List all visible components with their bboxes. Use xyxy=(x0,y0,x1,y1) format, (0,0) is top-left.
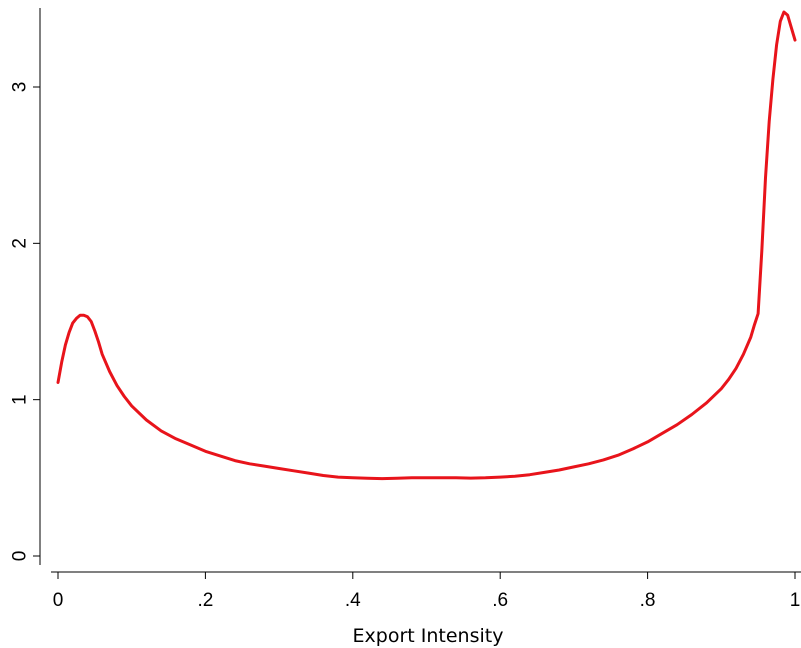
x-tick-label: .4 xyxy=(345,590,361,611)
y-tick-label: 2 xyxy=(10,238,31,249)
y-axis-ticks: 0 1 2 3 xyxy=(10,82,40,562)
x-tick-label: .2 xyxy=(197,590,213,611)
x-axis-title: Export Intensity xyxy=(353,625,504,647)
y-tick-label: 1 xyxy=(10,394,31,405)
density-line xyxy=(56,10,797,481)
x-tick-label: 1 xyxy=(790,590,801,611)
x-tick-label: .6 xyxy=(492,590,508,611)
x-tick-label: .8 xyxy=(640,590,656,611)
x-axis-ticks: 0 .2 .4 .6 .8 1 xyxy=(53,572,801,611)
plot-area xyxy=(56,10,797,481)
y-tick-label: 3 xyxy=(10,82,31,93)
y-tick-label: 0 xyxy=(10,551,31,562)
x-tick-label: 0 xyxy=(53,590,64,611)
